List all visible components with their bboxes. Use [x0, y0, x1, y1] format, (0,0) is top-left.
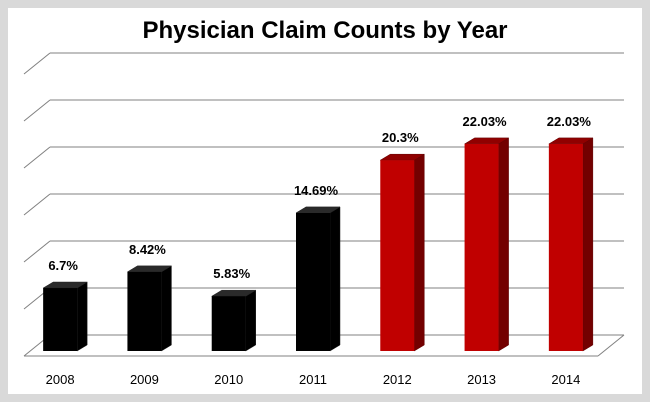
x-tick-2010: 2010 — [214, 372, 243, 387]
bar-side — [245, 289, 256, 352]
bar-2010 — [210, 289, 257, 352]
chart-canvas: Physician Claim Counts by Year 6.7% 8.42%… — [23, 17, 625, 387]
bar-2011 — [295, 206, 341, 352]
bar-front — [43, 288, 78, 351]
floor-right-edge — [597, 334, 625, 357]
side-wall-line — [23, 52, 51, 75]
data-label-2014: 22.03% — [547, 114, 592, 129]
side-wall-line — [23, 99, 51, 122]
bar-side — [582, 137, 594, 352]
bar-side — [329, 206, 341, 352]
bar-2012 — [379, 153, 426, 352]
data-label-2011: 14.69% — [294, 183, 339, 198]
bar-side — [414, 153, 425, 352]
x-tick-2013: 2013 — [467, 372, 496, 387]
bar-side — [161, 265, 172, 352]
bar-2013 — [463, 137, 510, 352]
x-tick-2011: 2011 — [299, 372, 327, 387]
side-wall-line — [23, 146, 51, 169]
data-labels: 6.7% 8.42% 5.83% 14.69% 20.3% 22.03% 22.03% — [48, 114, 591, 281]
bar-front — [127, 271, 162, 351]
bar-front — [380, 160, 415, 351]
bar-front — [464, 143, 499, 351]
side-wall-line — [23, 193, 51, 216]
bar-2009 — [126, 265, 173, 352]
x-tick-2014: 2014 — [551, 372, 580, 387]
bar-side — [76, 281, 88, 352]
bar-front — [296, 212, 330, 351]
x-tick-2009: 2009 — [130, 372, 159, 387]
data-label-2012: 20.3% — [382, 130, 419, 145]
side-wall-line — [23, 240, 51, 263]
data-label-2013: 22.03% — [463, 114, 508, 129]
bar-2008 — [42, 281, 89, 352]
x-axis-ticks: 2008 2009 2010 2011 2012 2013 2014 — [46, 372, 581, 387]
data-label-2009: 8.42% — [129, 242, 166, 257]
x-tick-2008: 2008 — [46, 372, 75, 387]
data-label-2010: 5.83% — [213, 266, 250, 281]
chart-title: Physician Claim Counts by Year — [142, 17, 507, 44]
data-label-2008: 6.7% — [48, 258, 78, 273]
x-tick-2012: 2012 — [383, 372, 412, 387]
chart-frame: Physician Claim Counts by Year 6.7% 8.42%… — [8, 8, 642, 394]
bar-front — [211, 296, 246, 351]
bars — [42, 137, 594, 352]
bar-side — [498, 137, 509, 352]
bar-front — [548, 143, 583, 351]
bar-2014 — [547, 137, 594, 352]
